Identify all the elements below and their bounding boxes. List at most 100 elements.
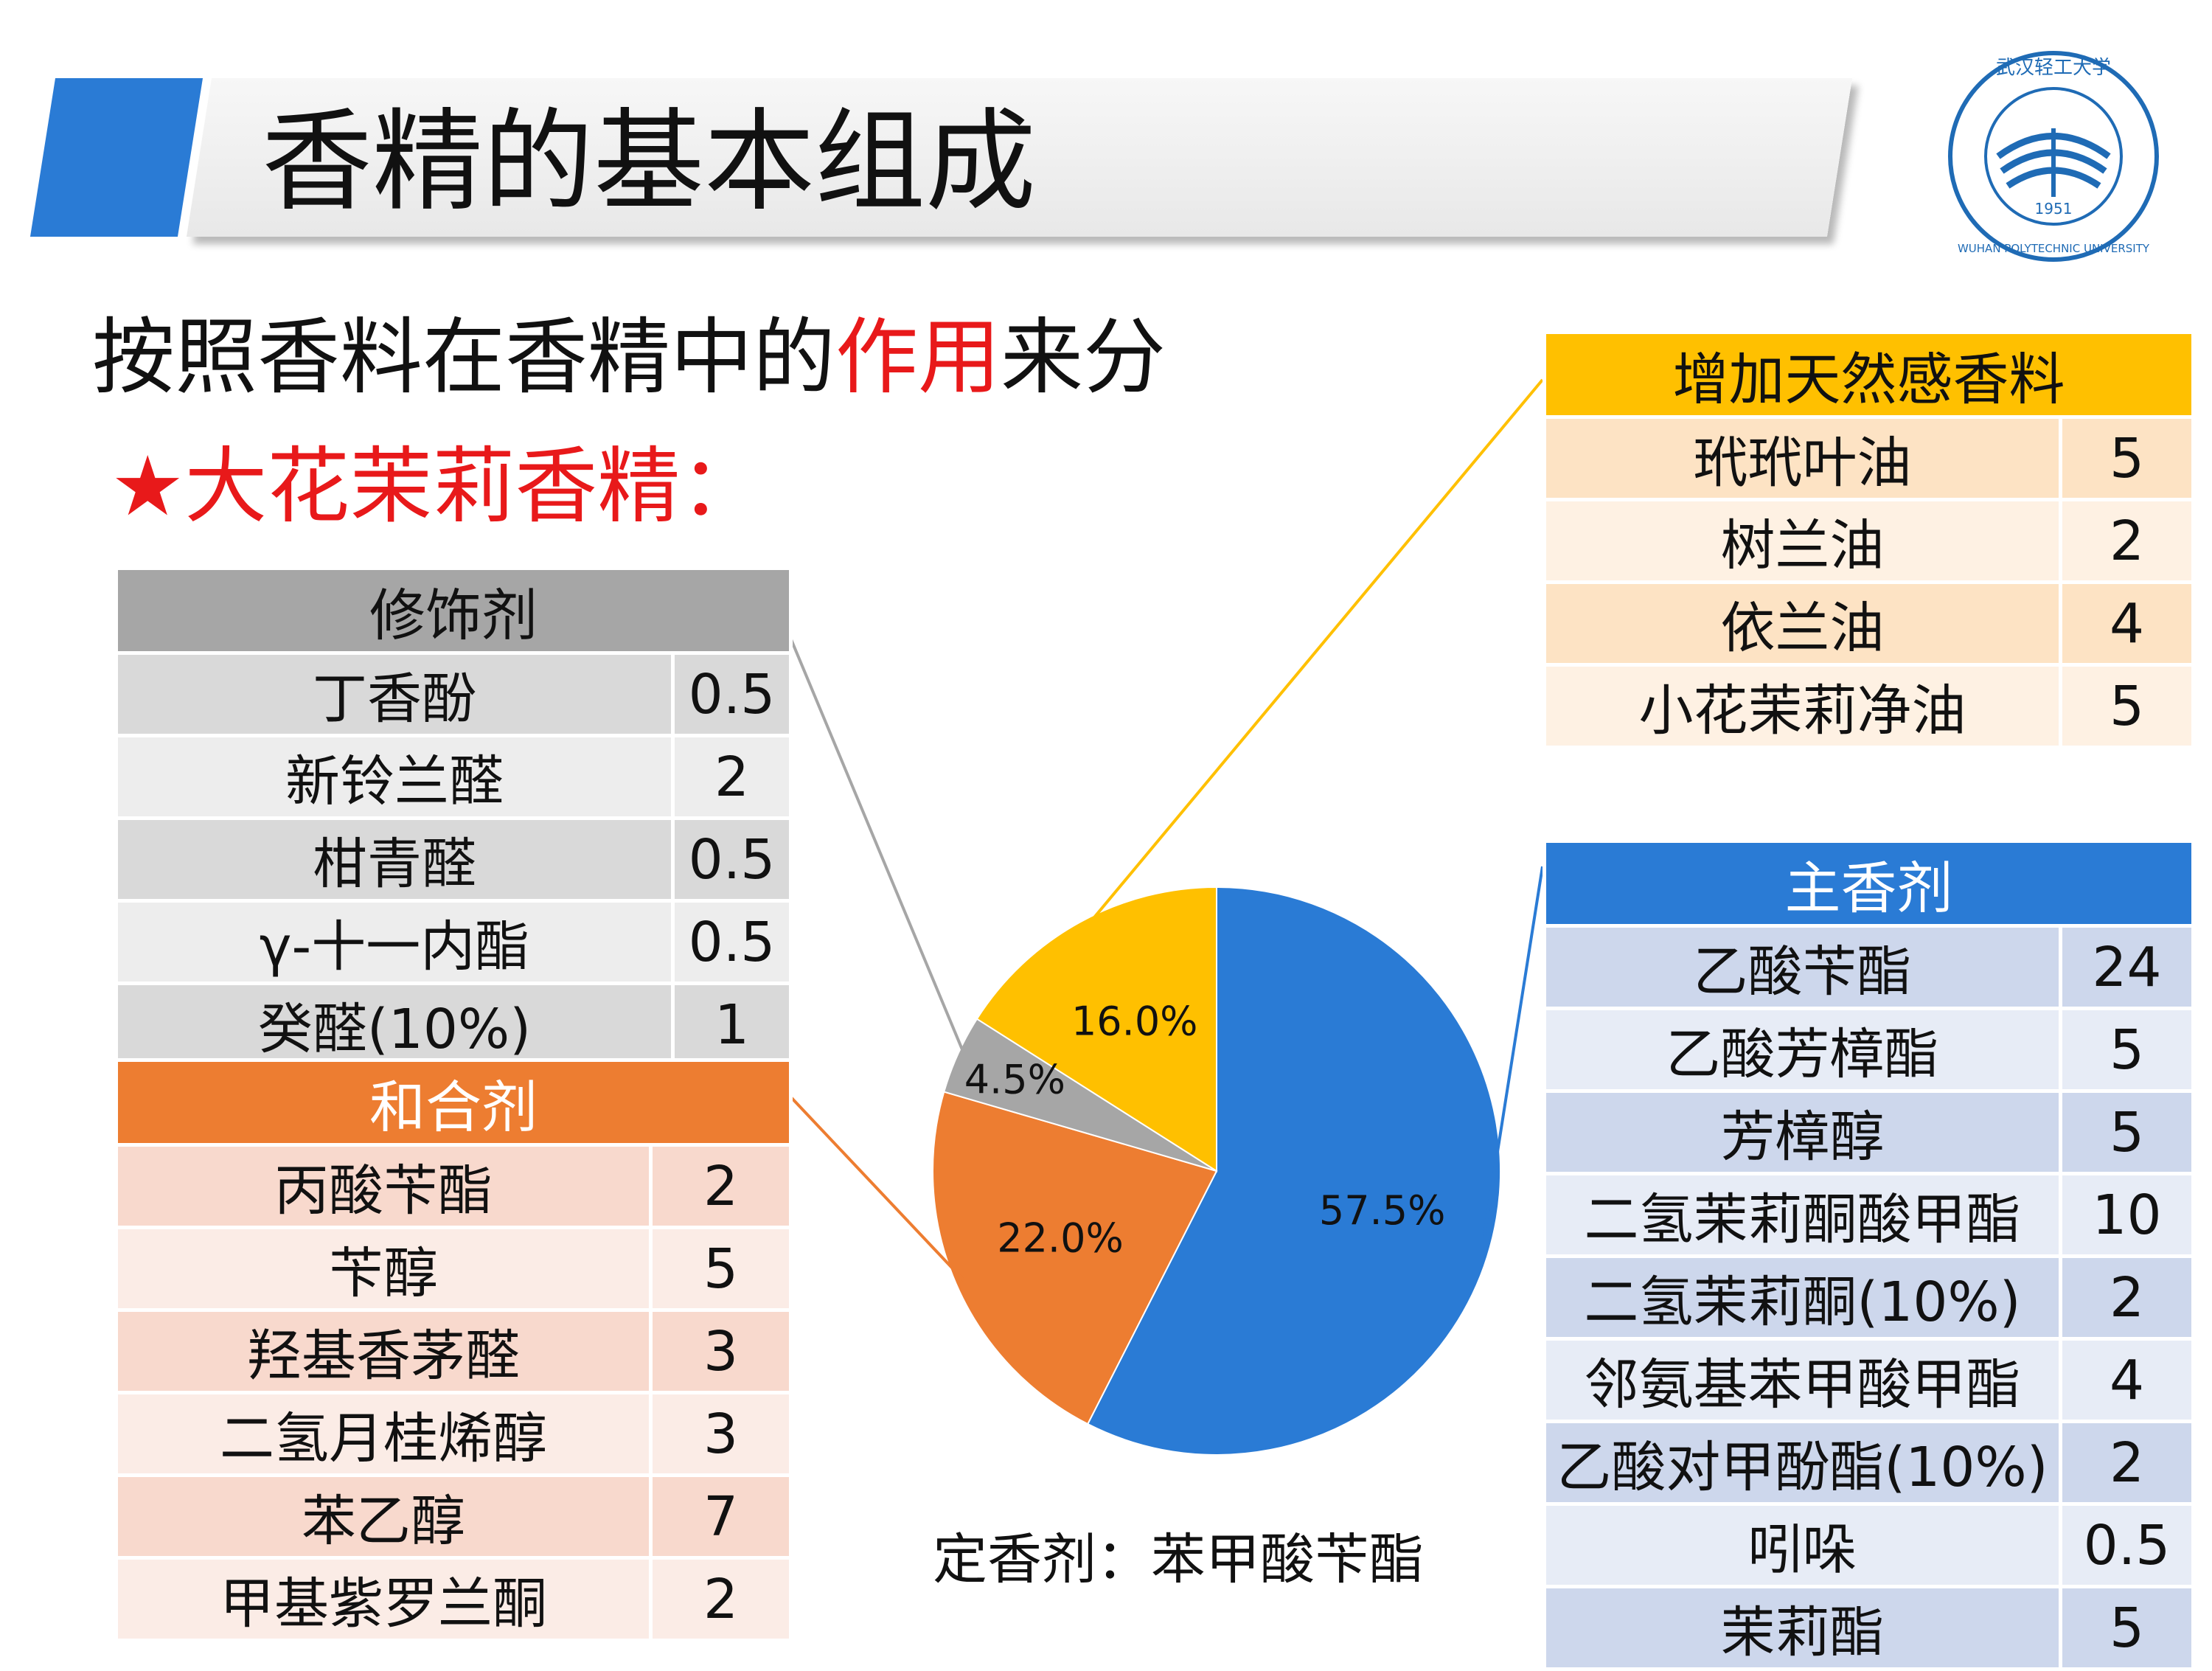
table-row: 柑青醛 0.5 — [114, 816, 793, 903]
ingredient-name: 羟基香茅醛 — [114, 1308, 653, 1394]
ingredient-name: 二氢茉莉酮酸甲酯 — [1543, 1172, 2062, 1258]
table-row: 小花茉莉净油 5 — [1543, 663, 2195, 749]
subtitle-highlight: 作用 — [835, 310, 1001, 406]
subtitle-suffix: 来分 — [1001, 310, 1166, 406]
ingredient-name: 苯乙醇 — [114, 1473, 653, 1560]
ingredient-value: 10 — [2059, 1172, 2195, 1258]
table-row: γ-十一内酯 0.5 — [114, 899, 793, 985]
ingredient-value: 4 — [2059, 1337, 2195, 1423]
ingredient-name: 芳樟醇 — [1543, 1089, 2062, 1175]
slice-label: 4.5% — [964, 1056, 1065, 1102]
leader-line — [787, 633, 967, 1059]
ingredient-name: 柑青醛 — [114, 816, 675, 903]
table-row: 邻氨基苯甲酸甲酯 4 — [1543, 1337, 2195, 1423]
modifier-header: 修饰剂 — [114, 566, 793, 655]
leader-line — [1483, 866, 1544, 1236]
ingredient-name: 癸醛(10%) — [114, 982, 675, 1068]
ingredient-name: 二氢茉莉酮(10%) — [1543, 1254, 2062, 1341]
table-row: 二氢茉莉酮(10%) 2 — [1543, 1254, 2195, 1341]
leader-line — [787, 1094, 965, 1282]
ingredient-value: 5 — [2059, 1089, 2195, 1175]
ingredient-name: 丙酸苄酯 — [114, 1143, 653, 1229]
main-odor-header: 主香剂 — [1543, 839, 2195, 928]
table-row: 新铃兰醛 2 — [114, 734, 793, 820]
blender-table: 和合剂 丙酸苄酯 2 苄醇 5 羟基香茅醛 3 二氢月桂烯醇 3 苯乙醇 7 甲基紫罗兰酮… — [114, 1058, 793, 1642]
ingredient-name: 邻氨基苯甲酸甲酯 — [1543, 1337, 2062, 1423]
ingredient-value: 5 — [2059, 1585, 2195, 1671]
table-row: 丙酸苄酯 2 — [114, 1143, 793, 1229]
table-row: 树兰油 2 — [1543, 498, 2195, 584]
ingredient-name: 依兰油 — [1543, 580, 2062, 667]
ingredient-name: 树兰油 — [1543, 498, 2062, 584]
ingredient-name: 吲哚 — [1543, 1502, 2062, 1588]
ingredient-name: 茉莉酯 — [1543, 1585, 2062, 1671]
ingredient-name: 甲基紫罗兰酮 — [114, 1556, 653, 1642]
pie-slice — [975, 886, 1217, 1173]
ingredient-value: 0.5 — [671, 899, 793, 985]
ingredient-value: 3 — [649, 1391, 793, 1477]
fragrance-heading: ★大花茉莉香精： — [111, 439, 763, 535]
ingredient-value: 0.5 — [2059, 1502, 2195, 1588]
table-row: 羟基香茅醛 3 — [114, 1308, 793, 1394]
ingredient-value: 7 — [649, 1473, 793, 1560]
logo-name-cn: 武汉轻工大学 — [1996, 57, 2111, 79]
ingredient-value: 2 — [2059, 1254, 2195, 1341]
table-row: 甲基紫罗兰酮 2 — [114, 1556, 793, 1642]
ingredient-value: 3 — [649, 1308, 793, 1394]
leader-line — [1082, 378, 1544, 931]
slice-label: 22.0% — [997, 1215, 1124, 1262]
ingredient-value: 2 — [649, 1143, 793, 1229]
ingredient-name: γ-十一内酯 — [114, 899, 675, 985]
table-row: 乙酸苄酯 24 — [1543, 924, 2195, 1010]
subtitle-prefix: 按照香料在香精中的 — [92, 310, 835, 406]
fixative-note: 定香剂：苯甲酸苄酯 — [933, 1528, 1424, 1591]
ingredient-value: 1 — [671, 982, 793, 1068]
ingredient-value: 5 — [649, 1226, 793, 1312]
ingredient-name: 乙酸芳樟酯 — [1543, 1007, 2062, 1093]
ingredient-name: 乙酸苄酯 — [1543, 924, 2062, 1010]
modifier-table: 修饰剂 丁香酚 0.5 新铃兰醛 2 柑青醛 0.5 γ-十一内酯 0.5 癸醛(10%… — [114, 566, 793, 1068]
ingredient-value: 2 — [671, 734, 793, 820]
ingredient-value: 0.5 — [671, 651, 793, 737]
blender-header: 和合剂 — [114, 1058, 793, 1147]
ingredient-name: 玳玳叶油 — [1543, 415, 2062, 501]
ingredient-value: 5 — [2059, 663, 2195, 749]
ingredient-value: 2 — [2059, 1420, 2195, 1506]
table-row: 苄醇 5 — [114, 1226, 793, 1312]
natural-feel-header: 增加天然感香料 — [1543, 330, 2195, 419]
ingredient-value: 4 — [2059, 580, 2195, 667]
ingredient-value: 24 — [2059, 924, 2195, 1010]
table-row: 丁香酚 0.5 — [114, 651, 793, 737]
ingredient-name: 小花茉莉净油 — [1543, 663, 2062, 749]
table-row: 吲哚 0.5 — [1543, 1502, 2195, 1588]
table-row: 苯乙醇 7 — [114, 1473, 793, 1560]
ingredient-value: 2 — [2059, 498, 2195, 584]
logo-year: 1951 — [2035, 200, 2073, 218]
table-row: 癸醛(10%) 1 — [114, 982, 793, 1068]
ingredient-value: 2 — [649, 1556, 793, 1642]
natural-feel-table: 增加天然感香料 玳玳叶油 5 树兰油 2 依兰油 4 小花茉莉净油 5 — [1543, 330, 2195, 749]
table-row: 二氢茉莉酮酸甲酯 10 — [1543, 1172, 2195, 1258]
ingredient-name: 二氢月桂烯醇 — [114, 1391, 653, 1477]
table-row: 茉莉酯 5 — [1543, 1585, 2195, 1671]
pie-slice — [1086, 886, 1501, 1456]
slice-label: 16.0% — [1071, 998, 1198, 1045]
table-row: 乙酸芳樟酯 5 — [1543, 1007, 2195, 1093]
ingredient-name: 丁香酚 — [114, 651, 675, 737]
slice-label: 57.5% — [1319, 1187, 1446, 1234]
pie-slice — [932, 1091, 1218, 1425]
ingredient-value: 0.5 — [671, 816, 793, 903]
ingredient-value: 5 — [2059, 1007, 2195, 1093]
slide-title: 香精的基本组成 — [262, 98, 1037, 226]
table-row: 二氢月桂烯醇 3 — [114, 1391, 793, 1477]
subtitle: 按照香料在香精中的作用来分 — [92, 306, 1166, 409]
logo-name-en: WUHAN POLYTECHNIC UNIVERSITY — [1958, 242, 2150, 255]
table-row: 乙酸对甲酚酯(10%) 2 — [1543, 1420, 2195, 1506]
table-row: 玳玳叶油 5 — [1543, 415, 2195, 501]
ingredient-name: 苄醇 — [114, 1226, 653, 1312]
ingredient-value: 5 — [2059, 415, 2195, 501]
ingredient-name: 乙酸对甲酚酯(10%) — [1543, 1420, 2062, 1506]
ingredient-name: 新铃兰醛 — [114, 734, 675, 820]
table-row: 芳樟醇 5 — [1543, 1089, 2195, 1175]
